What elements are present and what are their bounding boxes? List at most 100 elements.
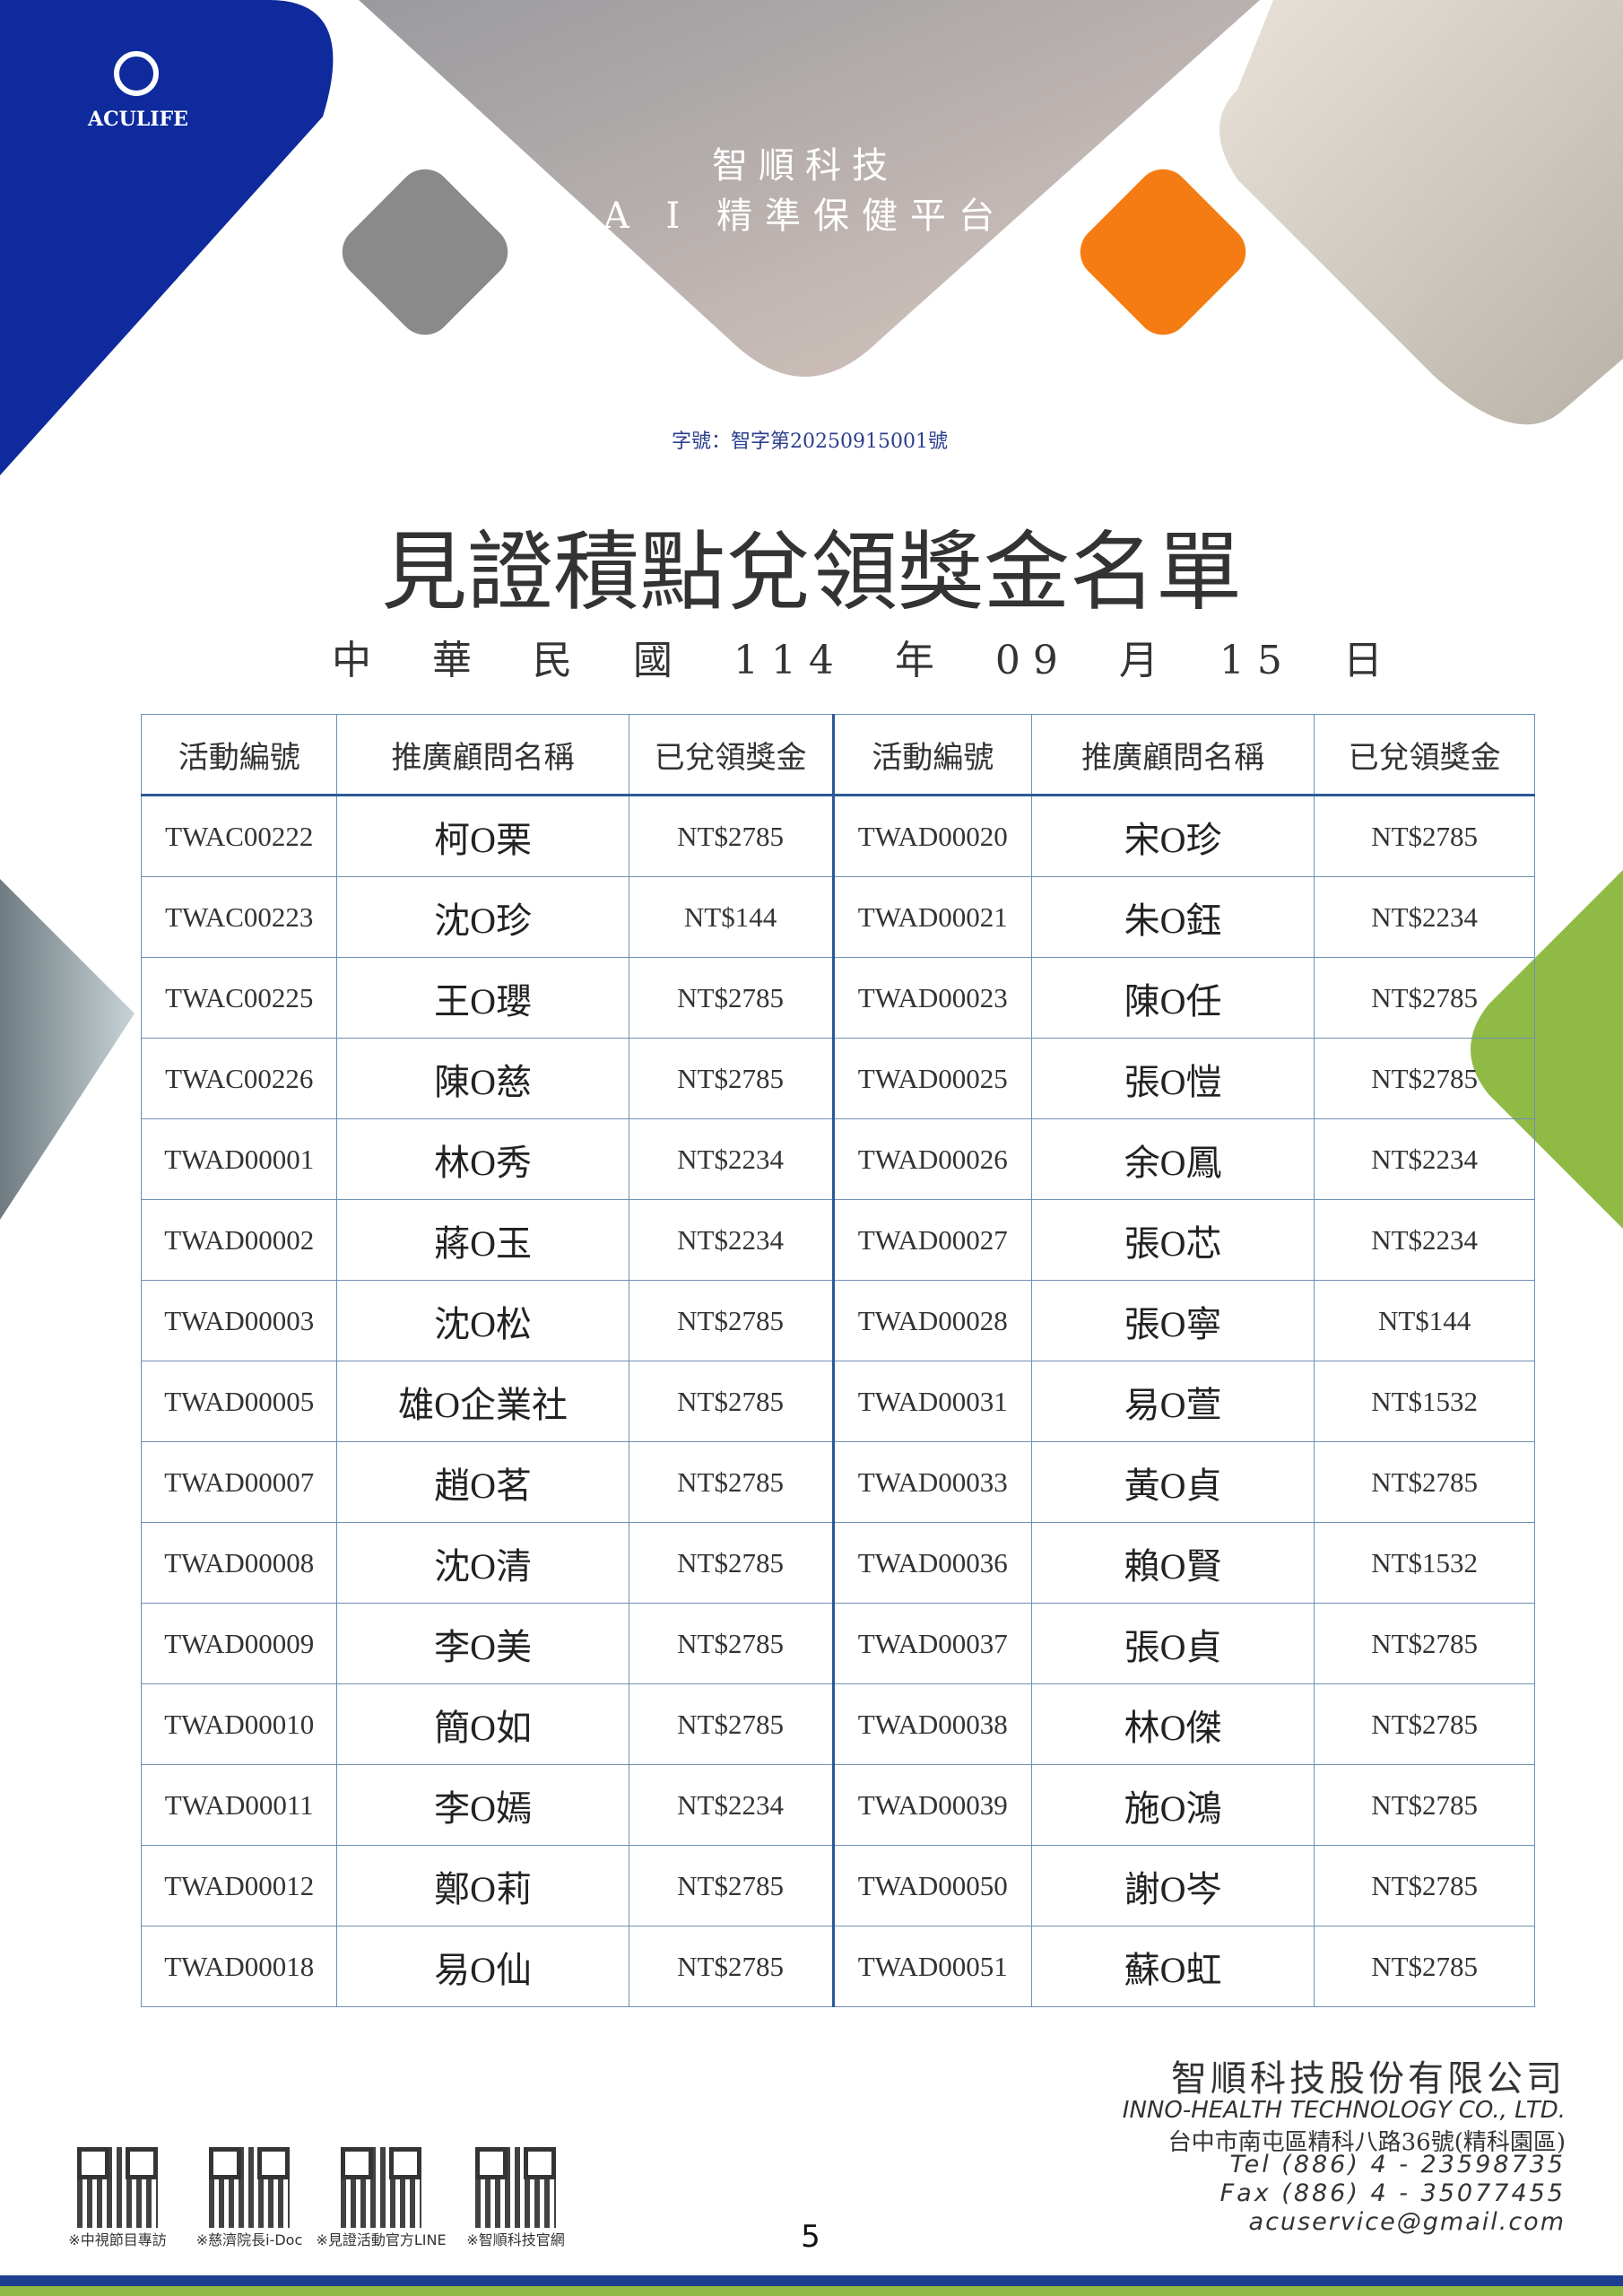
page-number: 5 xyxy=(801,2219,820,2255)
company-en: INNO-HEALTH TECHNOLOGY CO., LTD. xyxy=(1122,2097,1566,2124)
table-cell: TWAD00039 xyxy=(832,1764,1033,1846)
table-cell: NT$2785 xyxy=(628,1845,835,1926)
table-cell: NT$2785 xyxy=(1314,1603,1535,1684)
table-row: TWAD00012 鄭O莉 NT$2785 TWAD00050 謝O岑 NT$2785 xyxy=(140,1845,1535,1926)
qr-caption: ※慈濟院長i-Doc xyxy=(195,2231,303,2248)
table-cell: NT$2785 xyxy=(628,1361,835,1442)
table-cell: TWAC00222 xyxy=(140,795,338,877)
table-cell: TWAD00027 xyxy=(832,1199,1033,1281)
table-cell: NT$2785 xyxy=(1314,1683,1535,1765)
blue-corner xyxy=(0,0,334,475)
table-cell: TWAD00031 xyxy=(832,1361,1033,1442)
table-cell: 蘇O虹 xyxy=(1030,1926,1315,2007)
table-cell: TWAD00023 xyxy=(832,957,1033,1039)
table-cell: 簡O如 xyxy=(336,1683,629,1765)
photo-women xyxy=(1219,0,1623,425)
table-cell: TWAD00037 xyxy=(832,1603,1033,1684)
table-cell: 沈O清 xyxy=(336,1522,629,1604)
table-row: TWAD00018 易O仙 NT$2785 TWAD00051 蘇O虹 NT$2785 xyxy=(140,1926,1535,2007)
fax: Fax (886) 4 - 35077455 xyxy=(1219,2179,1566,2207)
table-cell: 黃O貞 xyxy=(1030,1441,1315,1523)
table-cell: NT$144 xyxy=(1314,1280,1535,1361)
table-cell: NT$144 xyxy=(628,876,835,958)
table-cell: TWAD00033 xyxy=(832,1441,1033,1523)
table-cell: NT$2234 xyxy=(1314,1118,1535,1200)
table-cell: TWAD00002 xyxy=(140,1199,338,1281)
table-cell: NT$2785 xyxy=(628,1280,835,1361)
table-cell: TWAD00005 xyxy=(140,1361,338,1442)
table-cell: 陳O任 xyxy=(1030,957,1315,1039)
table-cell: 張O寧 xyxy=(1030,1280,1315,1361)
table-cell: 余O鳳 xyxy=(1030,1118,1315,1200)
table-cell: NT$2234 xyxy=(628,1118,835,1200)
table-cell: TWAD00012 xyxy=(140,1845,338,1926)
bottom-stripe xyxy=(0,2286,1623,2296)
orange-diamond xyxy=(1080,169,1246,335)
table-row: TWAD00001 林O秀 NT$2234 TWAD00026 余O鳳 NT$2234 xyxy=(140,1118,1535,1200)
header-cell: 推廣顧問名稱 xyxy=(336,714,629,796)
table-cell: NT$2785 xyxy=(628,1683,835,1765)
table-cell: NT$2785 xyxy=(1314,1845,1535,1926)
table-cell: 李O美 xyxy=(336,1603,629,1684)
table-row: TWAD00011 李O嫣 NT$2234 TWAD00039 施O鴻 NT$2785 xyxy=(140,1764,1535,1846)
table-cell: NT$2785 xyxy=(628,957,835,1039)
header-cell: 推廣顧問名稱 xyxy=(1030,714,1315,796)
table-cell: TWAD00038 xyxy=(832,1683,1033,1765)
table-cell: 易O仙 xyxy=(336,1926,629,2007)
gray-diamond xyxy=(342,169,508,335)
logo-mark xyxy=(114,51,159,96)
table-cell: NT$2785 xyxy=(1314,795,1535,877)
table-cell: 王O瓔 xyxy=(336,957,629,1039)
table-cell: 李O嫣 xyxy=(336,1764,629,1846)
table-cell: 林O秀 xyxy=(336,1118,629,1200)
doc-number: 字號：智字第20250915001號 xyxy=(672,430,948,453)
table-cell: 柯O栗 xyxy=(336,795,629,877)
table-cell: NT$2785 xyxy=(1314,957,1535,1039)
table-cell: NT$2234 xyxy=(1314,876,1535,958)
table-cell: 賴O賢 xyxy=(1030,1522,1315,1604)
table-cell: NT$2785 xyxy=(1314,1764,1535,1846)
table-cell: TWAD00021 xyxy=(832,876,1033,958)
table-cell: TWAD00026 xyxy=(832,1118,1033,1200)
header-cell: 活動編號 xyxy=(140,714,338,796)
table-cell: 雄O企業社 xyxy=(336,1361,629,1442)
table-cell: TWAD00007 xyxy=(140,1441,338,1523)
table-cell: TWAD00010 xyxy=(140,1683,338,1765)
table-cell: TWAC00225 xyxy=(140,957,338,1039)
table-cell: NT$1532 xyxy=(1314,1522,1535,1604)
qr-code xyxy=(77,2147,158,2228)
bottom-stripe xyxy=(0,2275,1623,2286)
table-row: TWAC00225 王O瓔 NT$2785 TWAD00023 陳O任 NT$2785 xyxy=(140,957,1535,1039)
table-row: TWAC00226 陳O慈 NT$2785 TWAD00025 張O愷 NT$2785 xyxy=(140,1038,1535,1119)
table-cell: 趙O茗 xyxy=(336,1441,629,1523)
table-row: TWAD00008 沈O清 NT$2785 TWAD00036 賴O賢 NT$1532 xyxy=(140,1522,1535,1604)
address: 台中市南屯區精科八路36號(精科園區) xyxy=(1167,2129,1566,2156)
table-cell: 鄭O莉 xyxy=(336,1845,629,1926)
table-cell: 宋O珍 xyxy=(1030,795,1315,877)
table-cell: TWAD00051 xyxy=(832,1926,1033,2007)
table-cell: 沈O珍 xyxy=(336,876,629,958)
logo-text: ACULIFE xyxy=(88,108,188,131)
qr-caption: ※智順科技官網 xyxy=(466,2231,565,2248)
table-cell: TWAD00003 xyxy=(140,1280,338,1361)
table-cell: 沈O松 xyxy=(336,1280,629,1361)
table-cell: 施O鴻 xyxy=(1030,1764,1315,1846)
table-row: TWAD00007 趙O茗 NT$2785 TWAD00033 黃O貞 NT$2785 xyxy=(140,1441,1535,1523)
table-cell: TWAD00025 xyxy=(832,1038,1033,1119)
table-cell: TWAD00008 xyxy=(140,1522,338,1604)
table-cell: NT$2234 xyxy=(1314,1199,1535,1281)
table-row: TWAC00223 沈O珍 NT$144 TWAD00021 朱O鈺 NT$2234 xyxy=(140,876,1535,958)
table-cell: TWAD00036 xyxy=(832,1522,1033,1604)
table-cell: 蔣O玉 xyxy=(336,1199,629,1281)
table-cell: 張O芯 xyxy=(1030,1199,1315,1281)
award-table: 活動編號 推廣顧問名稱 已兌領獎金 活動編號 推廣顧問名稱 已兌領獎金 TWAC00222 柯… xyxy=(140,714,1535,2007)
brand: 智順科技 xyxy=(712,145,898,187)
table-cell: TWAD00001 xyxy=(140,1118,338,1200)
header-cell: 活動編號 xyxy=(832,714,1033,796)
company: 智順科技股份有限公司 xyxy=(1171,2058,1566,2100)
header-cell: 已兌領獎金 xyxy=(1314,714,1535,796)
table-cell: TWAC00223 xyxy=(140,876,338,958)
green-diamond xyxy=(1471,870,1623,1229)
table-cell: NT$2785 xyxy=(628,795,835,877)
photo-hands xyxy=(359,0,1260,377)
